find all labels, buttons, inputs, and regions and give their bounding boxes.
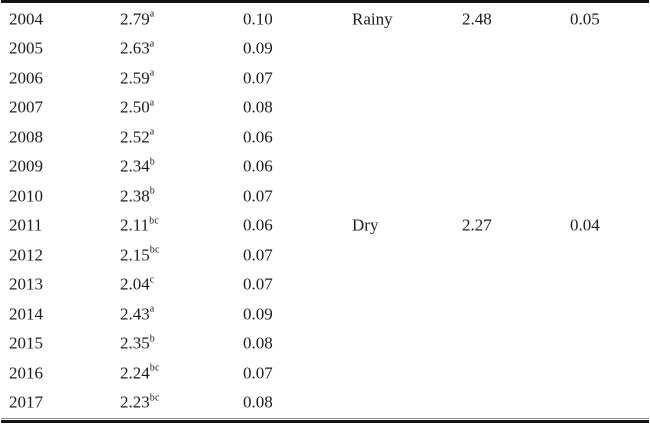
se-cell: 0.07	[243, 68, 273, 88]
mean-value: 2.04	[120, 274, 150, 294]
table-row: 2016 2.24bc 0.07	[0, 358, 650, 388]
season-cell: Rainy	[352, 9, 393, 29]
mean-cell: 2.35b	[120, 333, 155, 353]
significance-superscript: a	[149, 38, 155, 50]
se-cell: 0.08	[243, 392, 273, 412]
se-cell: 0.06	[243, 127, 273, 147]
significance-superscript: b	[149, 156, 155, 168]
significance-superscript: b	[149, 333, 155, 345]
significance-superscript: a	[149, 8, 155, 20]
year-cell: 2012	[9, 245, 43, 265]
table-row: 2010 2.38b 0.07	[0, 181, 650, 211]
data-table: 2004 2.79a 0.10 Rainy 2.48 0.05 2005 2.6…	[0, 4, 650, 417]
year-cell: 2007	[9, 97, 43, 117]
table-row: 2005 2.63a 0.09	[0, 34, 650, 64]
significance-superscript: bc	[149, 362, 160, 374]
table-row: 2015 2.35b 0.08	[0, 329, 650, 359]
mean-value: 2.24	[120, 363, 150, 383]
year-cell: 2014	[9, 304, 43, 324]
table-row: 2009 2.34b 0.06	[0, 152, 650, 182]
se-cell: 0.09	[243, 38, 273, 58]
year-cell: 2017	[9, 392, 43, 412]
mean-cell: 2.38b	[120, 185, 155, 206]
significance-superscript: bc	[149, 244, 160, 256]
mean-cell: 2.23bc	[120, 392, 160, 412]
year-cell: 2015	[9, 333, 43, 353]
season-se-cell: 0.05	[570, 9, 600, 29]
table-top-rule	[1, 0, 649, 3]
mean-cell: 2.63a	[120, 38, 155, 58]
mean-value: 2.79	[120, 9, 150, 29]
significance-superscript: bc	[149, 392, 160, 404]
season-cell: Dry	[352, 215, 379, 235]
se-cell: 0.08	[243, 97, 273, 117]
mean-cell: 2.59a	[120, 67, 155, 88]
table-row: 2017 2.23bc 0.08	[0, 388, 650, 418]
mean-value: 2.50	[120, 97, 150, 117]
significance-superscript: a	[149, 126, 155, 138]
year-cell: 2005	[9, 38, 43, 58]
table-row: 2014 2.43a 0.09	[0, 299, 650, 329]
mean-cell: 2.04c	[120, 274, 155, 294]
se-cell: 0.07	[243, 274, 273, 294]
table-row: 2011 2.11bc 0.06 Dry 2.27 0.04	[0, 211, 650, 241]
se-cell: 0.06	[243, 215, 273, 235]
significance-superscript: a	[149, 303, 155, 315]
mean-cell: 2.24bc	[120, 362, 160, 383]
mean-cell: 2.50a	[120, 97, 155, 117]
table-row: 2008 2.52a 0.06	[0, 122, 650, 152]
year-cell: 2009	[9, 156, 43, 176]
year-cell: 2006	[9, 68, 43, 88]
se-cell: 0.07	[243, 186, 273, 206]
mean-value: 2.11	[120, 215, 150, 235]
se-cell: 0.06	[243, 156, 273, 176]
se-cell: 0.10	[243, 9, 273, 29]
mean-cell: 2.11bc	[120, 215, 159, 235]
year-cell: 2016	[9, 363, 43, 383]
significance-superscript: b	[149, 185, 155, 197]
mean-cell: 2.79a	[120, 8, 155, 29]
year-cell: 2004	[9, 9, 43, 29]
mean-cell: 2.34b	[120, 156, 155, 176]
significance-superscript: c	[149, 274, 155, 286]
mean-value: 2.23	[120, 392, 150, 412]
se-cell: 0.08	[243, 333, 273, 353]
se-cell: 0.07	[243, 245, 273, 265]
mean-value: 2.38	[120, 186, 150, 206]
mean-value: 2.35	[120, 333, 150, 353]
season-se-cell: 0.04	[570, 215, 600, 235]
table-row: 2006 2.59a 0.07	[0, 63, 650, 93]
year-cell: 2011	[9, 215, 43, 235]
year-cell: 2008	[9, 127, 43, 147]
season-mean-cell: 2.48	[462, 9, 492, 29]
se-cell: 0.09	[243, 304, 273, 324]
table-row: 2004 2.79a 0.10 Rainy 2.48 0.05	[0, 4, 650, 34]
mean-value: 2.63	[120, 38, 150, 58]
mean-cell: 2.43a	[120, 303, 155, 324]
mean-cell: 2.52a	[120, 126, 155, 147]
significance-superscript: bc	[149, 215, 159, 227]
mean-value: 2.15	[120, 245, 150, 265]
significance-superscript: a	[149, 67, 155, 79]
table-row: 2012 2.15bc 0.07	[0, 240, 650, 270]
mean-value: 2.59	[120, 68, 150, 88]
season-mean-cell: 2.27	[462, 215, 492, 235]
table-bottom-thin-rule	[1, 418, 649, 419]
table-row: 2013 2.04c 0.07	[0, 270, 650, 300]
mean-value: 2.52	[120, 127, 150, 147]
table-bottom-thick-rule	[1, 420, 649, 423]
year-cell: 2010	[9, 186, 43, 206]
mean-value: 2.34	[120, 156, 150, 176]
mean-value: 2.43	[120, 304, 150, 324]
year-cell: 2013	[9, 274, 43, 294]
table-row: 2007 2.50a 0.08	[0, 93, 650, 123]
significance-superscript: a	[149, 97, 155, 109]
se-cell: 0.07	[243, 363, 273, 383]
mean-cell: 2.15bc	[120, 244, 160, 265]
